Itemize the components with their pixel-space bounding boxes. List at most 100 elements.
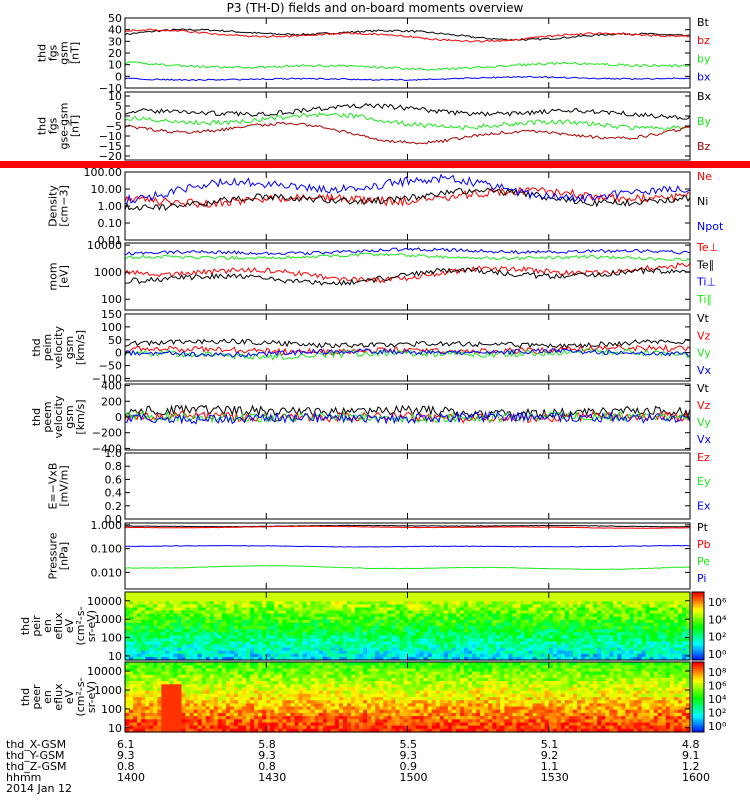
heatmap-cell xyxy=(173,601,178,605)
heatmap-cell xyxy=(371,716,376,720)
heatmap-cell xyxy=(153,697,158,701)
heatmap-cell xyxy=(217,722,223,727)
heatmap-cell xyxy=(677,592,683,596)
heatmap-cell xyxy=(129,687,134,692)
heatmap-cell xyxy=(476,598,481,602)
heatmap-cell xyxy=(322,706,328,711)
heatmap-cell xyxy=(488,629,493,633)
heatmap-cell xyxy=(282,709,287,714)
heatmap-cell xyxy=(411,619,417,624)
heatmap-cell xyxy=(431,650,437,655)
heatmap-cell xyxy=(488,653,493,658)
heatmap-cell xyxy=(649,607,655,612)
heatmap-cell xyxy=(145,626,150,630)
heatmap-cell xyxy=(266,644,271,649)
heatmap-cell xyxy=(270,598,275,602)
heatmap-cell xyxy=(649,616,655,621)
heatmap-cell xyxy=(455,613,461,618)
heatmap-cell xyxy=(581,650,586,655)
heatmap-cell xyxy=(322,647,328,652)
heatmap-cell xyxy=(185,706,191,711)
heatmap-cell xyxy=(298,647,304,652)
y-tick-label: 0.0 xyxy=(105,513,123,526)
heatmap-cell xyxy=(185,638,191,643)
heatmap-cell xyxy=(254,709,259,714)
heatmap-cell xyxy=(234,684,239,689)
heatmap-cell xyxy=(552,644,558,649)
heatmap-cell xyxy=(391,674,396,679)
heatmap-cell xyxy=(225,697,231,701)
heatmap-cell xyxy=(318,595,324,599)
heatmap-cell xyxy=(197,613,203,618)
heatmap-cell xyxy=(375,687,380,692)
heatmap-cell xyxy=(585,656,590,661)
heatmap-cell xyxy=(221,616,227,621)
heatmap-cell xyxy=(419,598,425,602)
heatmap-cell xyxy=(306,592,312,596)
heatmap-cell xyxy=(145,595,150,599)
heatmap-cell xyxy=(137,728,142,733)
panel-frame xyxy=(124,522,691,590)
heatmap-cell xyxy=(338,641,344,646)
heatmap-cell xyxy=(322,595,328,599)
heatmap-cell xyxy=(201,728,207,733)
heatmap-cell xyxy=(375,601,380,605)
heatmap-cell xyxy=(133,719,138,724)
heatmap-cell xyxy=(161,644,166,649)
heatmap-cell xyxy=(157,647,162,652)
heatmap-cell xyxy=(399,674,404,679)
heatmap-cell xyxy=(197,703,203,708)
heatmap-cell xyxy=(585,647,590,652)
heatmap-cell xyxy=(573,619,578,624)
heatmap-cell xyxy=(201,616,207,621)
heatmap-cell xyxy=(338,595,344,599)
heatmap-cell xyxy=(371,681,376,685)
heatmap-cell xyxy=(129,647,134,652)
heatmap-cell xyxy=(306,687,312,692)
heatmap-cell xyxy=(439,629,445,633)
heatmap-cell xyxy=(581,616,586,621)
heatmap-cell xyxy=(250,674,255,679)
heatmap-cell xyxy=(577,629,582,633)
heatmap-cell xyxy=(209,700,215,704)
heatmap-cell xyxy=(367,706,372,711)
heatmap-cell xyxy=(536,632,542,636)
heatmap-cell xyxy=(625,626,630,630)
heatmap-cell xyxy=(197,598,203,602)
heatmap-cell xyxy=(246,592,251,596)
heatmap-cell xyxy=(286,662,291,666)
heatmap-cell xyxy=(254,607,259,612)
heatmap-cell xyxy=(185,598,191,602)
heatmap-cell xyxy=(355,687,360,692)
heatmap-cell xyxy=(193,662,199,666)
heatmap-cell xyxy=(451,595,457,599)
heatmap-cell xyxy=(286,635,291,639)
heatmap-cell xyxy=(298,690,304,695)
heatmap-cell xyxy=(270,687,275,692)
heatmap-cell xyxy=(205,616,211,621)
heatmap-cell xyxy=(334,706,340,711)
heatmap-cell xyxy=(625,616,630,621)
heatmap-cell xyxy=(500,592,505,596)
heatmap-cell xyxy=(681,601,687,605)
heatmap-cell xyxy=(250,693,255,698)
colorbar-step xyxy=(692,639,704,643)
heatmap-cell xyxy=(500,644,505,649)
heatmap-cell xyxy=(286,604,291,609)
heatmap-cell xyxy=(298,722,304,727)
heatmap-cell xyxy=(661,650,667,655)
heatmap-cell xyxy=(613,595,618,599)
heatmap-cell xyxy=(234,719,239,724)
heatmap-cell xyxy=(213,665,219,669)
heatmap-cell xyxy=(492,656,497,661)
heatmap-cell xyxy=(238,690,243,695)
heatmap-cell xyxy=(443,653,449,658)
heatmap-cell xyxy=(589,619,594,624)
heatmap-cell xyxy=(512,641,517,646)
heatmap-cell xyxy=(314,619,320,624)
heatmap-cell xyxy=(605,598,610,602)
heatmap-cell xyxy=(435,616,441,621)
heatmap-cell xyxy=(246,638,251,643)
heatmap-cell xyxy=(520,650,526,655)
y-axis-label-line: [eV] xyxy=(58,265,71,288)
